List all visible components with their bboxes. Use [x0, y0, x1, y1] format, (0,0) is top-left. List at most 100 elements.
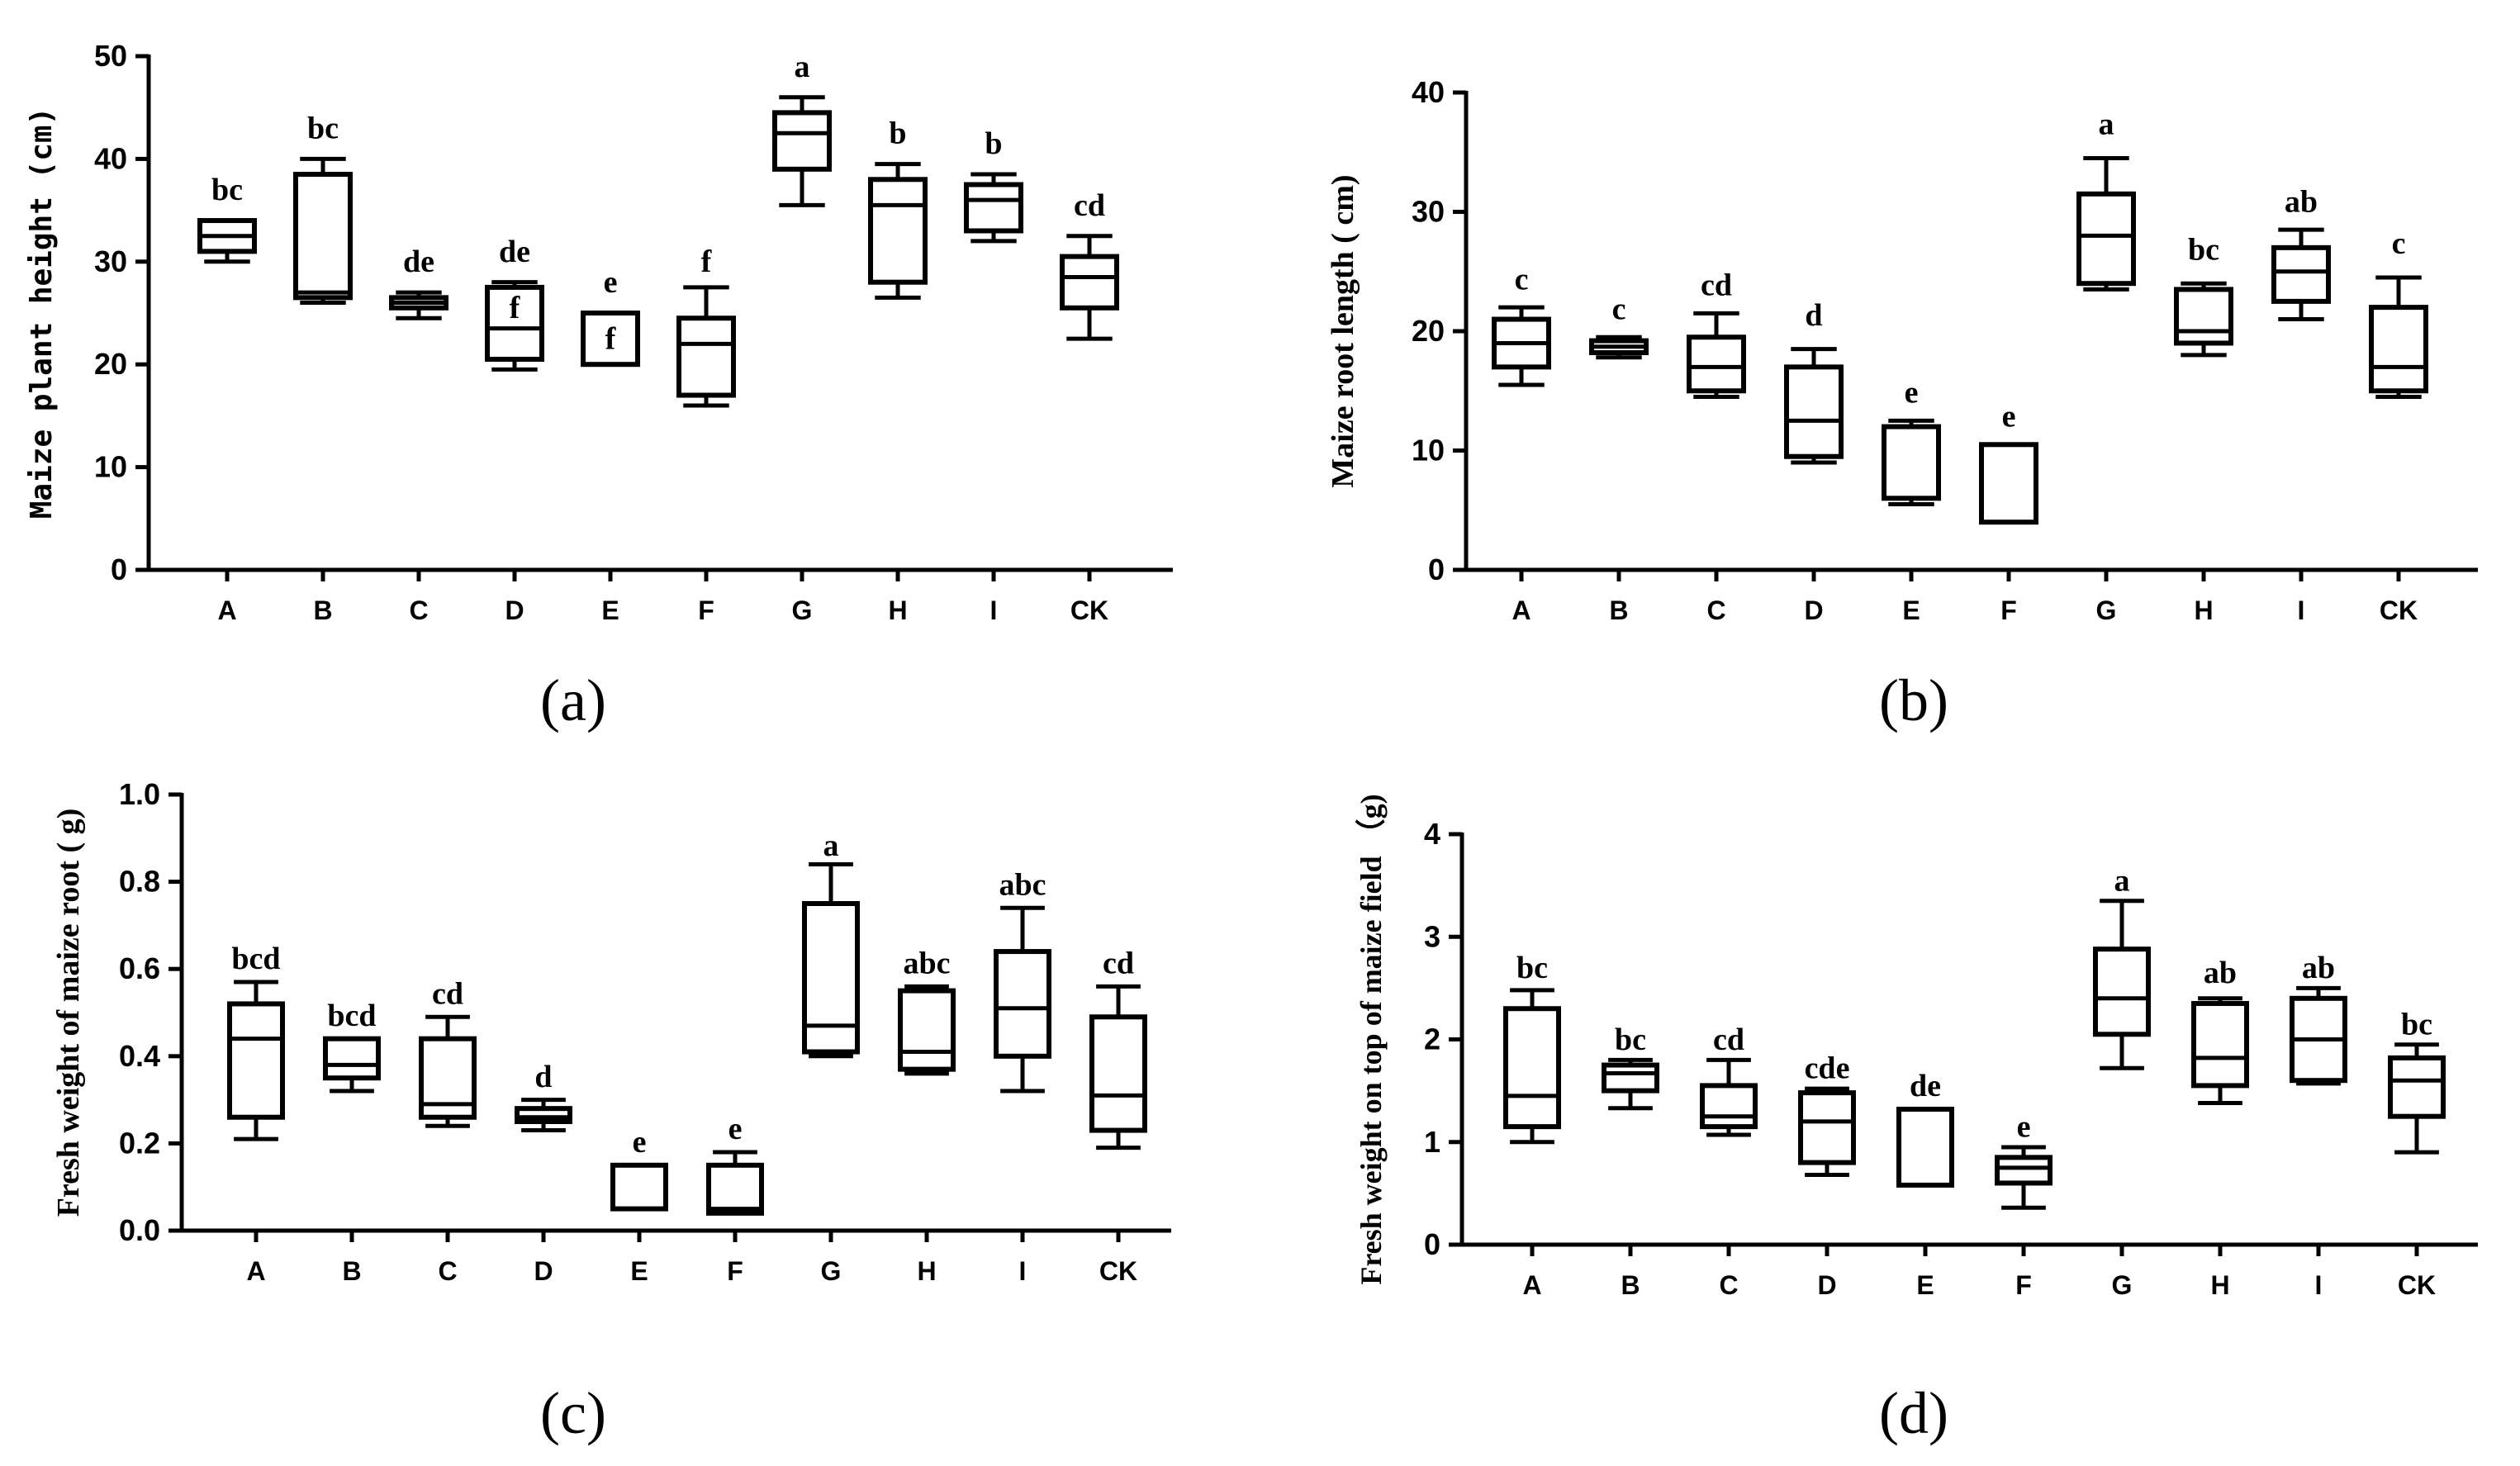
x-tick-label: E: [1902, 595, 1920, 625]
box-iqr: [515, 1106, 572, 1125]
box-G: [802, 861, 860, 1059]
box-iqr: [676, 315, 736, 398]
y-tick-label: 0.6: [119, 951, 160, 985]
significance-letter: bc: [2188, 232, 2219, 267]
panel-label-c: (c): [540, 1380, 606, 1446]
significance-letter: ab: [2285, 185, 2318, 220]
y-tick-label: 0.0: [119, 1213, 160, 1247]
x-tick-label: G: [2112, 1270, 2133, 1300]
x-tick-label: F: [727, 1256, 743, 1286]
box-B: [293, 156, 353, 306]
panel-d: 0 1 2 3 4 A B C D E F G H I CK Fresh weight on top of m…: [1355, 794, 2478, 1300]
significance-letter: cd: [432, 976, 463, 1011]
panel-c: 0.0 0.2 0.4 0.6 0.8 1.0 A B C D E F G H I CK Fresh weigh…: [51, 777, 1171, 1286]
box-CK: [1060, 234, 1119, 341]
box-iqr: [2369, 305, 2428, 394]
significance-letter: c: [1515, 262, 1529, 297]
box-iqr: [868, 177, 928, 285]
significance-letter: e: [2017, 1110, 2031, 1145]
significance-letter: b: [985, 126, 1002, 161]
x-tick-label: A: [1512, 595, 1531, 625]
significance-letter: e: [633, 1125, 647, 1160]
box-iqr: [323, 1036, 381, 1081]
x-tick-label: D: [534, 1256, 553, 1286]
box-iqr: [964, 182, 1023, 234]
x-tick-label: E: [1916, 1270, 1934, 1300]
significance-letter: c: [1612, 292, 1626, 327]
x-tick-label: D: [1804, 595, 1823, 625]
box-CK: [2369, 275, 2428, 399]
y-tick-label: 30: [1412, 195, 1445, 229]
significance-letter: d: [534, 1060, 552, 1094]
box-C: [389, 290, 448, 320]
panel-label-d: (d): [1879, 1380, 1948, 1446]
box-iqr: [485, 284, 544, 362]
y-tick-label: 50: [94, 39, 127, 73]
y-axis-title: Fresh weight on top of maize field （g): [1355, 794, 1388, 1284]
significance-letter: d: [1805, 298, 1822, 333]
y-tick-label: 4: [1424, 817, 1440, 851]
significance-letter: a: [2114, 863, 2130, 898]
box-iqr: [2174, 287, 2233, 346]
y-axis-title: Maize plant height (cm): [25, 107, 59, 520]
significance-letter: cd: [1074, 188, 1105, 223]
box-H: [868, 162, 928, 300]
y-tick-label: 3: [1424, 919, 1440, 953]
y-tick-label: 0: [1428, 553, 1445, 586]
significance-letter: cd: [1701, 268, 1732, 303]
x-tick-label: F: [698, 595, 714, 625]
x-tick-label: C: [1706, 595, 1725, 625]
box-I: [2290, 985, 2347, 1086]
box-F: [1995, 1145, 2053, 1210]
y-tick-label: 0.2: [119, 1126, 160, 1160]
y-tick-label: 2: [1424, 1022, 1440, 1056]
significance-letter: e: [728, 1112, 743, 1146]
box-C: [1700, 1057, 1758, 1137]
y-tick-label: 1: [1424, 1125, 1440, 1159]
box-I: [964, 172, 1023, 244]
x-tick-label: D: [1817, 1270, 1836, 1300]
significance-letter: cde: [1805, 1051, 1850, 1086]
x-tick-label: H: [917, 1256, 936, 1286]
box-iqr: [1089, 1014, 1147, 1133]
box-iqr: [1882, 424, 1941, 501]
y-tick-label: 0: [111, 553, 127, 586]
box-A: [227, 980, 285, 1141]
box-iqr: [1700, 1083, 1758, 1130]
box-A: [1503, 988, 1561, 1145]
significance-letter: a: [823, 828, 839, 863]
box-iqr: [2271, 244, 2331, 304]
significance-letter: bcd: [327, 999, 376, 1033]
significance-letter: e: [1905, 376, 1919, 410]
x-tick-label: CK: [1099, 1256, 1137, 1286]
x-tick-label: I: [990, 595, 998, 625]
significance-letter: abc: [999, 867, 1046, 902]
panel-label-b: (b): [1879, 667, 1948, 733]
box-iqr: [1503, 1006, 1561, 1130]
box-iqr: [1979, 442, 2038, 525]
x-tick-label: B: [342, 1256, 361, 1286]
y-tick-label: 0.4: [119, 1039, 160, 1073]
box-iqr: [1687, 334, 1746, 394]
x-tick-label: D: [505, 595, 524, 625]
x-tick-label: I: [1019, 1256, 1027, 1286]
significance-letter: cd: [1103, 946, 1134, 980]
y-tick-label: 40: [1412, 75, 1445, 109]
panel-b: 0 10 20 30 40 A B C D E F G H I CK Maize root length ( …: [1326, 75, 2478, 625]
panel-label-a: (a): [540, 667, 606, 733]
box-iqr: [293, 172, 353, 301]
box-H: [2174, 281, 2233, 358]
box-iqr: [1602, 1062, 1659, 1094]
x-tick-label: G: [2096, 595, 2117, 625]
box-G: [2076, 155, 2136, 292]
x-tick-label: A: [1522, 1270, 1541, 1300]
y-tick-label: 0.8: [119, 865, 160, 899]
box-C: [1687, 311, 1746, 399]
x-tick-label: E: [601, 595, 619, 625]
box-iqr: [2388, 1055, 2446, 1119]
box-CK: [1089, 984, 1147, 1151]
x-tick-label: B: [1621, 1270, 1640, 1300]
y-tick-label: 10: [1412, 434, 1445, 467]
box-D: [515, 1098, 572, 1133]
significance-letter: abc: [904, 946, 951, 980]
